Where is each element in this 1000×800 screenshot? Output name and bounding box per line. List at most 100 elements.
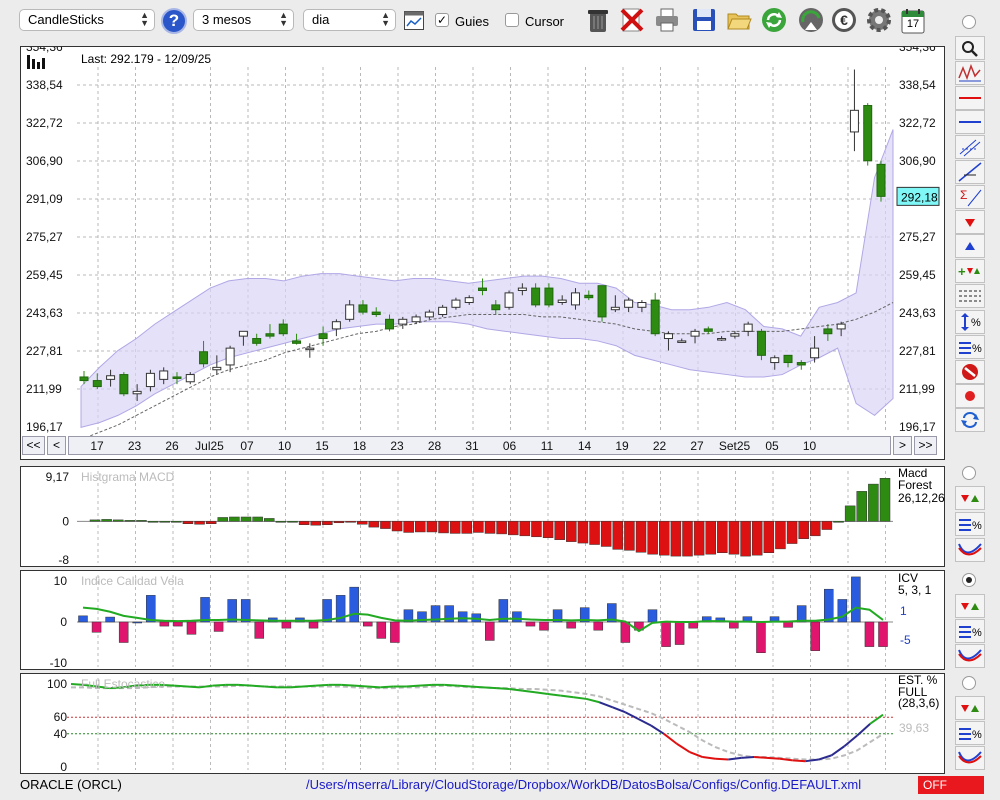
time-axis-tick: 26 [165, 439, 179, 453]
price-y-tick-right: 354,36 [899, 47, 936, 54]
icv-bar [91, 621, 102, 633]
stoch-k-segment [521, 689, 536, 694]
price-panel[interactable]: 354,36 354,36 338,54 338,54 322,72 322,72 306,… [20, 46, 945, 460]
stoch-k-segment [689, 751, 703, 758]
stoch-y-tick: 60 [54, 710, 68, 724]
fibonacci-tool[interactable]: Σ [955, 185, 985, 209]
candle [478, 287, 487, 291]
stoch-arrows-tool[interactable] [955, 696, 985, 720]
time-axis-tick: Jul25 [195, 439, 224, 453]
icv-bar [349, 586, 359, 623]
interval-value: dia [312, 12, 330, 27]
stoch-title: Full Estocastico [81, 677, 166, 691]
lines-percent-tool[interactable]: % [955, 335, 985, 359]
horizontal-line-red-tool[interactable] [955, 86, 985, 110]
grid-lines-tool[interactable] [955, 284, 985, 308]
open-folder-icon[interactable] [725, 6, 753, 34]
refresh-icon[interactable] [760, 6, 788, 34]
macd-curve-tool[interactable] [955, 538, 985, 562]
help-icon[interactable]: ? [161, 8, 187, 34]
macd-bar [728, 521, 740, 555]
icv-bar [457, 611, 468, 623]
download-icon[interactable] [797, 6, 825, 34]
icv-bar [552, 609, 563, 623]
icv-arrows-tool[interactable] [955, 594, 985, 618]
add-arrows-tool[interactable]: + [955, 259, 985, 283]
chart-type-select[interactable]: CandleSticks ▲ ▼ [19, 9, 155, 31]
icv-bar [335, 595, 346, 623]
price-y-tick-right: 306,90 [899, 154, 936, 168]
stoch-k-segment [741, 756, 755, 759]
stoch-k-segment [109, 686, 123, 690]
macd-bar [264, 518, 275, 522]
time-axis-tick: 17 [90, 439, 104, 453]
icv-bar [837, 599, 848, 623]
nav-last-button[interactable]: >> [914, 436, 937, 455]
print-icon[interactable] [653, 6, 681, 34]
gear-icon[interactable] [865, 6, 893, 34]
price-panel-radio[interactable] [962, 15, 976, 29]
status-mode-badge[interactable]: OFF [918, 776, 984, 794]
sell-arrow-tool[interactable] [955, 210, 985, 234]
candle [650, 299, 660, 335]
currency-icon[interactable]: € [830, 6, 858, 34]
stoch-k-segment [599, 701, 613, 709]
no-entry-icon[interactable] [955, 360, 985, 384]
save-icon[interactable] [690, 6, 718, 34]
icv-panel[interactable]: 10 0 -10 Indice Calidad Vela ICV 5, 3, 1 1… [20, 570, 945, 670]
candle [624, 299, 634, 308]
calendar-icon[interactable]: 17 [901, 8, 925, 34]
stoch-k-segment [792, 759, 806, 763]
icv-bar [674, 621, 685, 645]
stoch-lines-tool[interactable]: % [955, 721, 985, 745]
candle [557, 299, 567, 303]
stoch-y-tick: 100 [47, 677, 67, 691]
time-axis-tick: 22 [653, 439, 667, 453]
macd-lines-tool[interactable]: % [955, 512, 985, 536]
macd-bar [868, 483, 879, 522]
time-axis-tick: 10 [278, 439, 292, 453]
macd-panel-radio[interactable] [962, 466, 976, 480]
zoom-tool[interactable] [955, 36, 985, 60]
horizontal-line-blue-tool[interactable] [955, 110, 985, 134]
delete-icon[interactable] [618, 6, 646, 34]
nav-first-button[interactable]: << [22, 436, 45, 455]
trash-icon[interactable] [584, 6, 612, 34]
macd-bar [426, 521, 438, 533]
stoch-panel-radio[interactable] [962, 676, 976, 690]
record-icon[interactable] [955, 384, 985, 408]
config-path[interactable]: /Users/mserra/Library/CloudStorage/Dropb… [306, 777, 862, 792]
macd-bar [612, 521, 624, 550]
scale-percent-tool[interactable]: % [955, 310, 985, 334]
macd-bar [577, 521, 589, 544]
nav-next-button[interactable]: > [893, 436, 912, 455]
cursor-checkbox[interactable] [505, 13, 519, 27]
svg-text:%: % [972, 520, 982, 532]
interval-select[interactable]: dia ▲ ▼ [303, 9, 396, 31]
macd-bar [147, 521, 159, 523]
period-select[interactable]: 3 mesos ▲ ▼ [193, 9, 294, 31]
macd-bar [844, 505, 856, 522]
macd-panel[interactable]: 9,17 0 -8 Histgrama MACD Macd Forest 26,12… [20, 466, 945, 567]
swap-icon[interactable] [955, 408, 985, 432]
macd-arrows-tool[interactable] [955, 486, 985, 510]
price-y-tick-left: 243,63 [26, 306, 63, 320]
stoch-panel[interactable]: 100 60 40 0 Full Estocastico EST. % FULL (2… [20, 673, 945, 774]
icv-panel-radio[interactable] [962, 573, 976, 587]
macd-y-tick: -8 [58, 553, 69, 566]
macd-bar [275, 521, 287, 523]
buy-arrow-tool[interactable] [955, 234, 985, 258]
trendline-tool[interactable] [955, 160, 985, 184]
icv-lines-tool[interactable]: % [955, 619, 985, 643]
indicator-tool-icon[interactable] [955, 61, 985, 85]
icv-curve-tool[interactable] [955, 644, 985, 668]
stoch-curve-tool[interactable] [955, 746, 985, 770]
nav-prev-button[interactable]: < [47, 436, 66, 455]
channel-tool[interactable] [955, 135, 985, 159]
macd-bar [356, 521, 368, 525]
chart-settings-icon[interactable] [404, 11, 424, 30]
stoch-k-segment [856, 723, 871, 737]
guides-checkbox[interactable]: ✓ [435, 13, 449, 27]
select-arrows-icon: ▲ ▼ [381, 10, 390, 28]
icv-bar [376, 621, 387, 639]
